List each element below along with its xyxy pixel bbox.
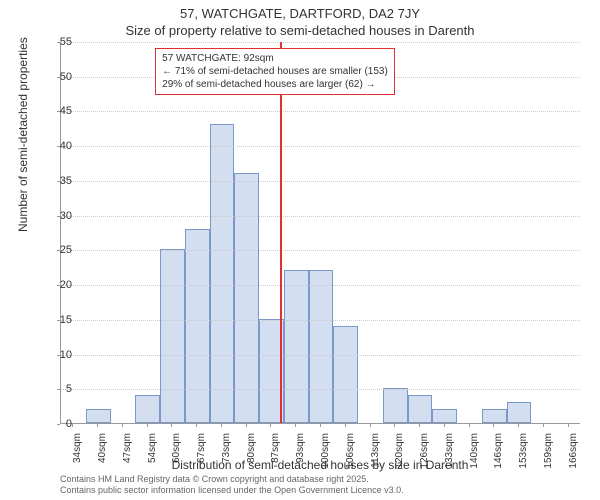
y-tick-label: 30 [52, 210, 72, 222]
footer-line1: Contains HM Land Registry data © Crown c… [60, 474, 404, 485]
histogram-bar [135, 395, 160, 423]
y-tick-label: 45 [52, 105, 72, 117]
y-tick-label: 0 [52, 418, 72, 430]
y-tick-label: 55 [52, 36, 72, 48]
y-tick-mark [57, 216, 60, 217]
x-tick-mark [246, 424, 247, 427]
y-tick-label: 25 [52, 244, 72, 256]
histogram-bar [482, 409, 507, 423]
x-tick-mark [270, 424, 271, 427]
y-tick-mark [57, 42, 60, 43]
histogram-bar [284, 270, 309, 423]
y-tick-label: 5 [52, 383, 72, 395]
y-tick-mark [57, 424, 60, 425]
histogram-bar [333, 326, 358, 423]
x-axis-label: Distribution of semi-detached houses by … [60, 458, 580, 472]
y-tick-mark [57, 320, 60, 321]
gridline [61, 355, 580, 356]
gridline [61, 389, 580, 390]
x-tick-mark [320, 424, 321, 427]
x-tick-mark [171, 424, 172, 427]
gridline [61, 250, 580, 251]
annotation-smaller: ← 71% of semi-detached houses are smalle… [162, 65, 388, 78]
x-tick-mark [419, 424, 420, 427]
y-tick-label: 15 [52, 314, 72, 326]
annotation-box: 57 WATCHGATE: 92sqm ← 71% of semi-detach… [155, 48, 395, 95]
x-tick-mark [147, 424, 148, 427]
histogram-bar [408, 395, 433, 423]
y-tick-mark [57, 77, 60, 78]
histogram-bar [383, 388, 408, 423]
histogram-bar [86, 409, 111, 423]
y-tick-mark [57, 285, 60, 286]
annotation-header: 57 WATCHGATE: 92sqm [162, 52, 388, 65]
histogram-bar [234, 173, 259, 423]
marker-line [280, 42, 282, 423]
y-axis-label: Number of semi-detached properties [16, 37, 30, 232]
chart-container: 57, WATCHGATE, DARTFORD, DA2 7JY Size of… [0, 0, 600, 500]
histogram-bar [432, 409, 457, 423]
footer-line2: Contains public sector information licen… [60, 485, 404, 496]
y-tick-label: 35 [52, 175, 72, 187]
x-tick-mark [543, 424, 544, 427]
gridline [61, 181, 580, 182]
y-tick-mark [57, 250, 60, 251]
x-tick-mark [394, 424, 395, 427]
histogram-bar [210, 124, 235, 423]
gridline [61, 216, 580, 217]
y-tick-mark [57, 146, 60, 147]
x-tick-mark [493, 424, 494, 427]
x-tick-mark [370, 424, 371, 427]
footer-text: Contains HM Land Registry data © Crown c… [60, 474, 404, 496]
gridline [61, 42, 580, 43]
chart-title-sub: Size of property relative to semi-detach… [0, 21, 600, 38]
histogram-bar [185, 229, 210, 423]
gridline [61, 146, 580, 147]
x-tick-mark [196, 424, 197, 427]
x-tick-mark [122, 424, 123, 427]
x-tick-mark [221, 424, 222, 427]
y-tick-mark [57, 355, 60, 356]
histogram-bar [507, 402, 532, 423]
x-tick-mark [345, 424, 346, 427]
histogram-bar [309, 270, 334, 423]
gridline [61, 111, 580, 112]
y-tick-mark [57, 111, 60, 112]
y-tick-label: 40 [52, 140, 72, 152]
histogram-bar [160, 249, 185, 423]
x-tick-mark [568, 424, 569, 427]
plot-area: 57 WATCHGATE: 92sqm ← 71% of semi-detach… [60, 42, 580, 424]
annotation-larger: 29% of semi-detached houses are larger (… [162, 78, 388, 91]
gridline [61, 285, 580, 286]
gridline [61, 320, 580, 321]
x-tick-mark [518, 424, 519, 427]
x-tick-mark [72, 424, 73, 427]
chart-title-main: 57, WATCHGATE, DARTFORD, DA2 7JY [0, 0, 600, 21]
y-tick-label: 50 [52, 71, 72, 83]
y-tick-mark [57, 389, 60, 390]
y-tick-mark [57, 181, 60, 182]
x-tick-mark [295, 424, 296, 427]
y-tick-label: 20 [52, 279, 72, 291]
x-tick-mark [469, 424, 470, 427]
x-tick-mark [97, 424, 98, 427]
x-tick-mark [444, 424, 445, 427]
y-tick-label: 10 [52, 349, 72, 361]
